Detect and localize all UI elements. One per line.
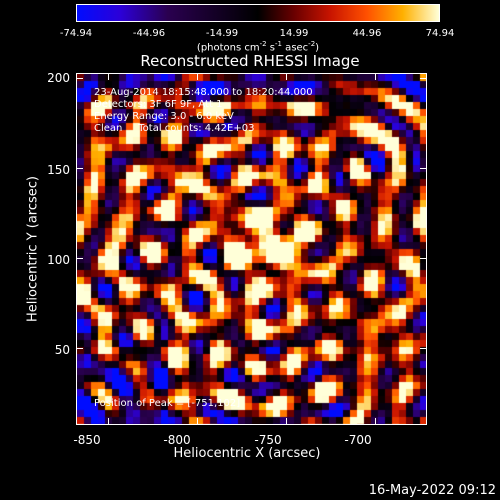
x-tick-label: -800 bbox=[163, 433, 191, 447]
heatmap-image bbox=[77, 74, 426, 424]
axis-tick bbox=[375, 418, 376, 425]
axis-tick bbox=[76, 258, 83, 259]
plot-area: 23-Aug-2014 18:15:48.000 to 18:20:44.000… bbox=[76, 73, 427, 425]
axis-tick bbox=[76, 168, 83, 169]
colorbar-unit: (photons cm-2 s-1 asec-2) bbox=[196, 40, 320, 54]
chart-title: Reconstructed RHESSI Image bbox=[140, 52, 360, 70]
axis-tick bbox=[197, 418, 198, 425]
colorbar-tick-label: -14.99 bbox=[205, 28, 239, 39]
y-tick-label: 50 bbox=[54, 343, 70, 357]
timestamp: 16-May-2022 09:12 bbox=[368, 483, 496, 498]
info-time-range: 23-Aug-2014 18:15:48.000 to 18:20:44.000 bbox=[94, 87, 313, 98]
y-tick-label: 150 bbox=[47, 163, 70, 177]
axis-tick bbox=[420, 78, 427, 79]
axis-tick bbox=[108, 73, 109, 80]
axis-tick bbox=[286, 73, 287, 80]
y-tick-label: 200 bbox=[47, 71, 70, 85]
info-clean-counts: Clean Total counts: 4.42E+03 bbox=[94, 123, 255, 134]
info-energy-range: Energy Range: 3.0 - 6.0 keV bbox=[94, 111, 234, 122]
axis-tick bbox=[375, 73, 376, 80]
axis-tick bbox=[108, 418, 109, 425]
x-tick-label: -850 bbox=[73, 433, 101, 447]
colorbar bbox=[76, 4, 440, 22]
colorbar-tick-label: 14.99 bbox=[279, 28, 309, 39]
x-axis-label: Heliocentric X (arcsec) bbox=[173, 446, 321, 461]
info-detectors: Detectors: 3F 6F 9F, Att 1 bbox=[94, 99, 223, 110]
colorbar-tick-label: -74.94 bbox=[59, 28, 93, 39]
axis-tick bbox=[420, 168, 427, 169]
colorbar-gradient bbox=[77, 5, 439, 21]
axis-tick bbox=[197, 73, 198, 80]
axis-tick bbox=[420, 348, 427, 349]
y-tick-label: 100 bbox=[47, 253, 70, 267]
colorbar-tick-label: -44.96 bbox=[132, 28, 166, 39]
axis-tick bbox=[286, 418, 287, 425]
x-tick-label: -750 bbox=[254, 433, 282, 447]
axis-tick bbox=[420, 258, 427, 259]
colorbar-tick-label: 44.96 bbox=[352, 28, 382, 39]
y-axis-label: Heliocentric Y (arcsec) bbox=[25, 176, 41, 322]
colorbar-tick-label: 74.94 bbox=[425, 28, 455, 39]
x-tick-label: -700 bbox=[344, 433, 372, 447]
axis-tick bbox=[76, 348, 83, 349]
info-peak-position: Position of Peak = [-751,102] bbox=[94, 398, 241, 409]
axis-tick bbox=[76, 78, 83, 79]
